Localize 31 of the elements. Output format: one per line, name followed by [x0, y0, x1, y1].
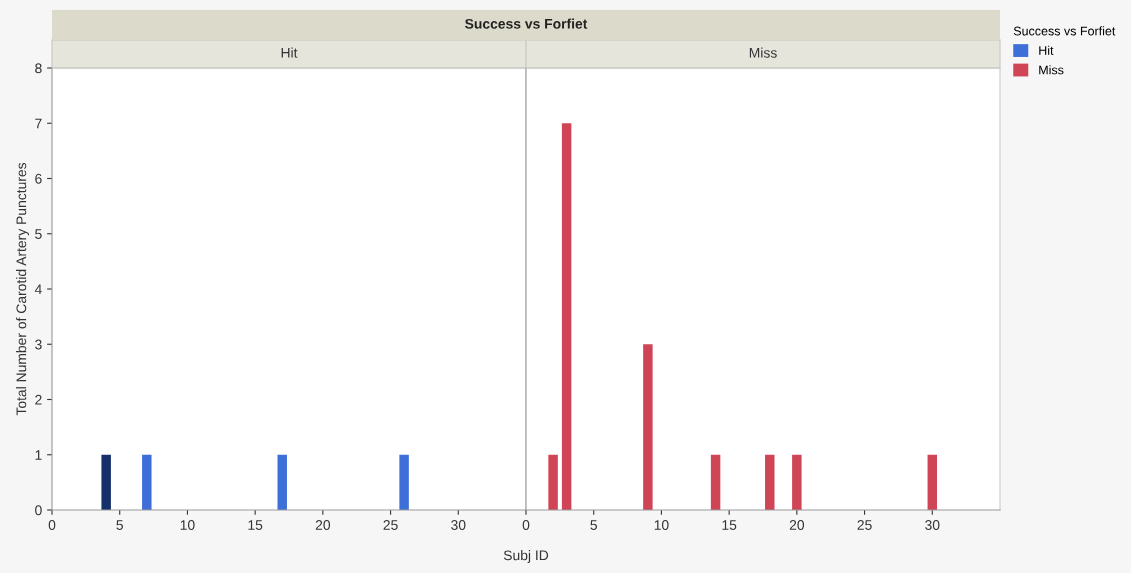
y-tick-label: 1	[35, 450, 42, 460]
legend-title: Success vs Forfiet	[1013, 26, 1116, 36]
y-tick-label: 2	[35, 394, 42, 405]
x-tick-label: 25	[857, 520, 872, 530]
x-axis-title: Subj ID	[503, 550, 549, 563]
x-tick-label: 15	[248, 520, 263, 530]
y-tick-label: 5	[35, 229, 42, 239]
y-tick-label: 3	[35, 339, 42, 350]
x-tick-label: 5	[590, 520, 597, 530]
x-tick-label: 25	[383, 520, 398, 530]
y-axis-title: Total Number of Carotid Artery Punctures	[16, 162, 29, 416]
y-tick-label: 0	[35, 505, 42, 516]
x-tick-label: 5	[116, 520, 123, 530]
legend-label: Hit	[1039, 45, 1054, 55]
x-tick-label: 0	[522, 520, 530, 530]
x-tick-label: 10	[654, 520, 669, 530]
y-tick-label: 4	[34, 284, 42, 295]
x-tick-label: 30	[925, 520, 940, 530]
chart-title: Success vs Forfiet	[465, 18, 588, 29]
legend-label: Miss	[1039, 65, 1064, 75]
x-tick-label: 15	[722, 520, 737, 530]
y-tick-label: 6	[35, 173, 42, 184]
x-tick-label: 30	[451, 520, 466, 530]
y-tick-label: 7	[35, 118, 42, 129]
x-tick-label: 20	[315, 520, 331, 530]
chart-subtitle: Miss	[749, 47, 777, 58]
chart-subtitle: Hit	[281, 47, 298, 58]
x-tick-label: 0	[48, 520, 56, 530]
y-tick-label: 8	[35, 63, 42, 74]
x-tick-label: 10	[180, 520, 195, 530]
x-tick-label: 20	[789, 520, 805, 530]
